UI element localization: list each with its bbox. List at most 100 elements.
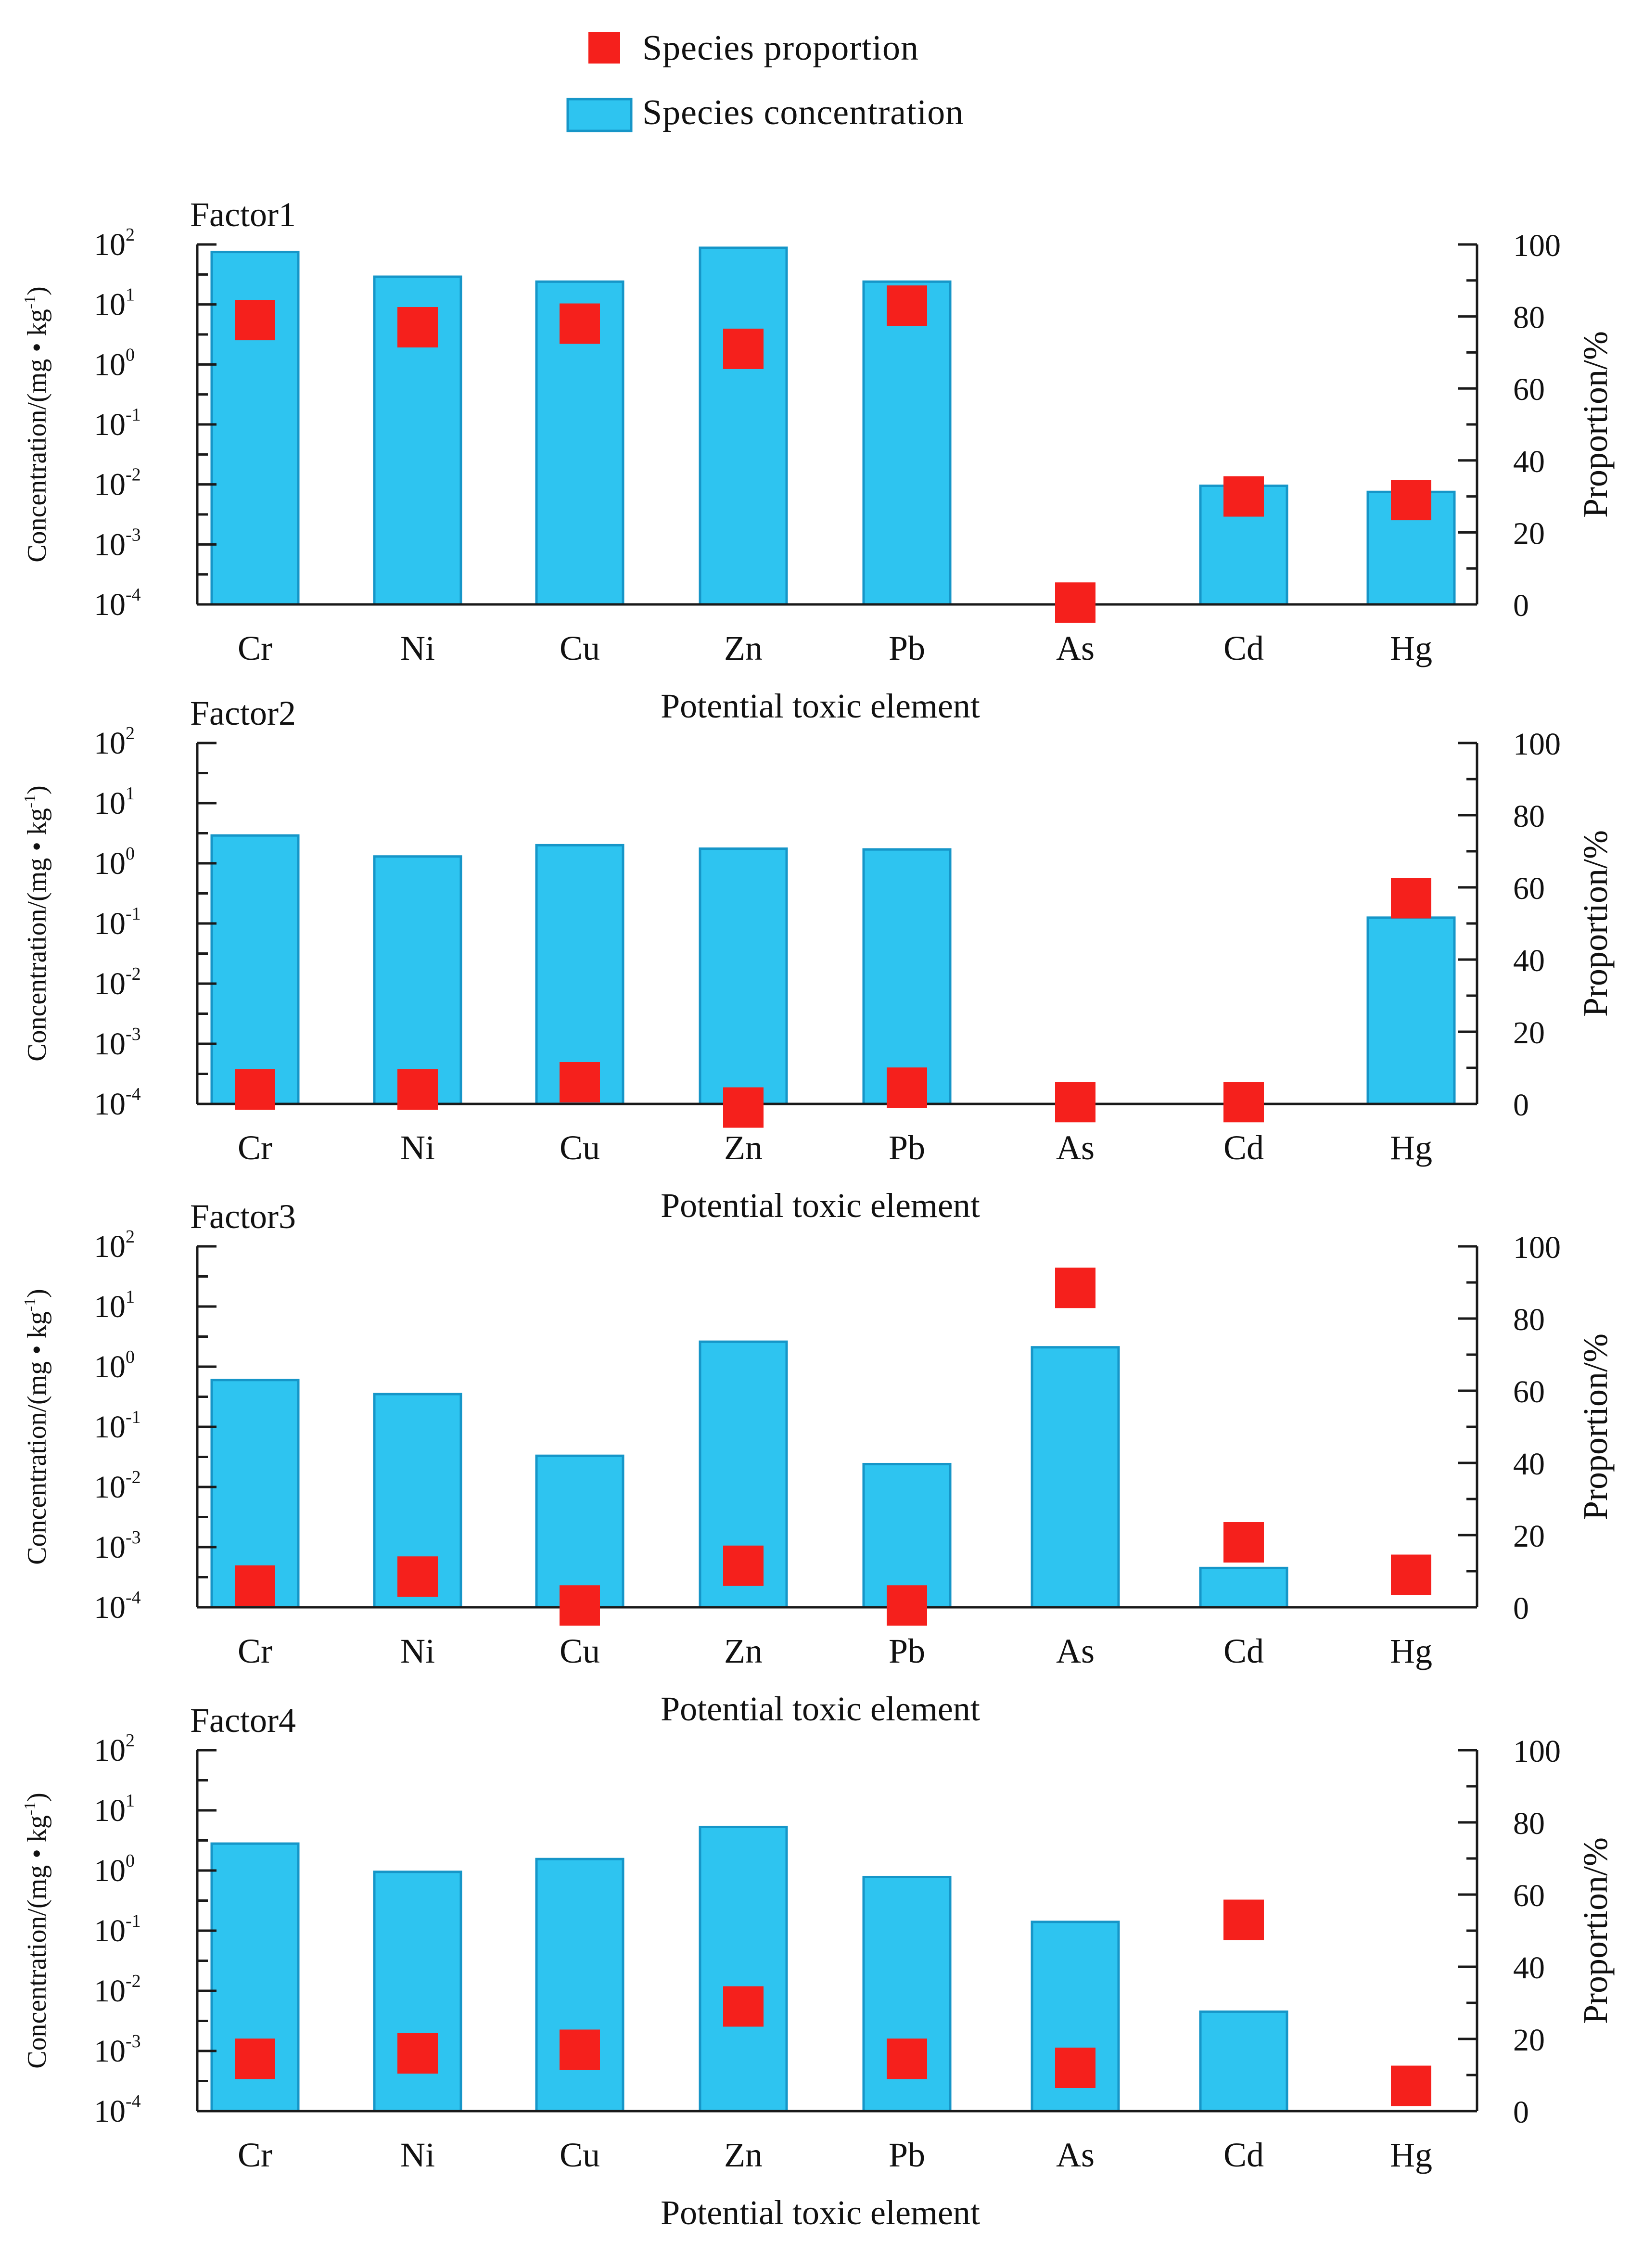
category-label: As [1056,1128,1095,1167]
proportion-marker-cr [235,2038,275,2079]
category-label: Ni [400,629,435,667]
proportion-marker-cd [1223,1899,1264,1940]
left-tick-label: 100 [94,844,135,881]
category-label: Zn [724,1632,763,1670]
category-label: Cd [1223,629,1264,667]
left-tick-label: 100 [94,1347,135,1384]
left-tick-label: 102 [94,225,135,262]
category-label: Zn [724,629,763,667]
category-label: Cd [1223,1128,1264,1167]
category-label: As [1056,1632,1095,1670]
category-label: Zn [724,2136,763,2174]
legend-proportion-swatch [588,32,620,64]
proportion-marker-hg [1391,2065,1431,2106]
left-tick-label: 10-4 [94,2091,141,2129]
concentration-bar-hg [1366,916,1456,1105]
category-label: Hg [1390,629,1432,667]
left-tick-label: 101 [94,783,135,821]
proportion-marker-as [1055,2048,1095,2088]
right-axis-title: Proportion/% [1576,331,1615,518]
category-label: Cr [238,1128,272,1167]
legend-proportion-label: Species proportion [642,28,919,68]
proportion-marker-cr [235,1069,275,1110]
right-axis-title: Proportion/% [1576,1333,1615,1520]
concentration-bar-pb [862,848,952,1105]
left-tick-label: 10-1 [94,1407,141,1445]
left-tick-label: 10-2 [94,465,141,502]
left-tick-label: 102 [94,1227,135,1264]
category-label: Cd [1223,2136,1264,2174]
category-label: Cu [560,2136,600,2174]
left-tick-label: 100 [94,1851,135,1888]
proportion-marker-zn [723,1986,764,2027]
concentration-bar-cu [535,844,624,1105]
proportion-marker-hg [1391,878,1431,919]
x-axis-title: Potential toxic element [661,1690,980,1728]
left-tick-label: 10-2 [94,1467,141,1505]
left-tick-label: 10-1 [94,904,141,941]
category-label: Cr [238,2136,272,2174]
left-tick-label: 10-4 [94,1084,141,1122]
proportion-marker-pb [887,1067,927,1108]
proportion-marker-cr [235,300,275,341]
proportion-marker-hg [1391,1554,1431,1595]
category-label: Pb [889,629,925,667]
right-tick-label: 60 [1513,871,1545,906]
right-axis-title: Proportion/% [1576,830,1615,1017]
proportion-marker-zn [723,1087,764,1128]
panel-title: Factor1 [190,195,296,234]
right-tick-label: 40 [1513,943,1545,978]
proportion-marker-pb [887,285,927,326]
x-axis-title: Potential toxic element [661,687,980,725]
right-tick-label: 0 [1513,588,1529,623]
legend: Species proportion Species concentration [566,28,964,132]
left-tick-label: 10-4 [94,585,141,622]
left-axis-title: Concentration/(mg • kg-1) [21,785,52,1062]
panel-title: Factor4 [190,1701,296,1740]
left-tick-label: 101 [94,1287,135,1324]
concentration-bar-cu [535,1454,624,1609]
legend-concentration-swatch [566,98,633,132]
left-tick-label: 102 [94,723,135,761]
concentration-bar-cu [535,1858,624,2113]
chart-panel-2: Factor2 10-4 10-3 10-2 10-1 100 101 102 0 20 40 60 8… [21,694,1615,1225]
category-label: Pb [889,1632,925,1670]
right-tick-label: 80 [1513,799,1545,834]
proportion-marker-pb [887,2038,927,2079]
chart-panels: Factor1 10-4 10-3 10-2 10-1 100 101 102 0 20 40 60 8… [21,195,1615,2232]
chart-panel-1: Factor1 10-4 10-3 10-2 10-1 100 101 102 0 20 40 60 8… [21,195,1615,725]
category-label: As [1056,2136,1095,2174]
right-tick-label: 0 [1513,1591,1529,1626]
category-label: Cu [560,629,600,667]
legend-concentration-label: Species concentration [642,93,964,132]
right-axis-title: Proportion/% [1576,1837,1615,2024]
right-tick-label: 40 [1513,1447,1545,1482]
x-axis-title: Potential toxic element [661,2193,980,2232]
category-label: Cu [560,1128,600,1167]
proportion-marker-ni [397,1069,438,1110]
concentration-bar-as [1031,1346,1120,1609]
right-tick-label: 80 [1513,1806,1545,1841]
right-tick-label: 80 [1513,1302,1545,1337]
panel-title: Factor3 [190,1197,296,1236]
category-label: As [1056,629,1095,667]
right-tick-label: 40 [1513,444,1545,479]
concentration-bar-ni [373,1871,462,2113]
category-label: Hg [1390,1632,1432,1670]
right-tick-label: 100 [1513,727,1561,762]
chart-panel-3: Factor3 10-4 10-3 10-2 10-1 100 101 102 0 20 40 60 8… [21,1197,1615,1728]
left-axis-title: Concentration/(mg • kg-1) [21,1289,52,1565]
x-axis-title: Potential toxic element [661,1186,980,1225]
concentration-bar-cd [1199,484,1288,606]
proportion-marker-zn [723,1545,764,1586]
right-tick-label: 100 [1513,1230,1561,1265]
concentration-bar-cd [1199,2010,1288,2113]
right-tick-label: 100 [1513,1734,1561,1769]
category-label: Zn [724,1128,763,1167]
left-tick-label: 10-3 [94,525,141,562]
category-label: Ni [400,2136,435,2174]
left-tick-label: 10-3 [94,1024,141,1062]
left-tick-label: 10-2 [94,964,141,1001]
proportion-marker-ni [397,2033,438,2074]
